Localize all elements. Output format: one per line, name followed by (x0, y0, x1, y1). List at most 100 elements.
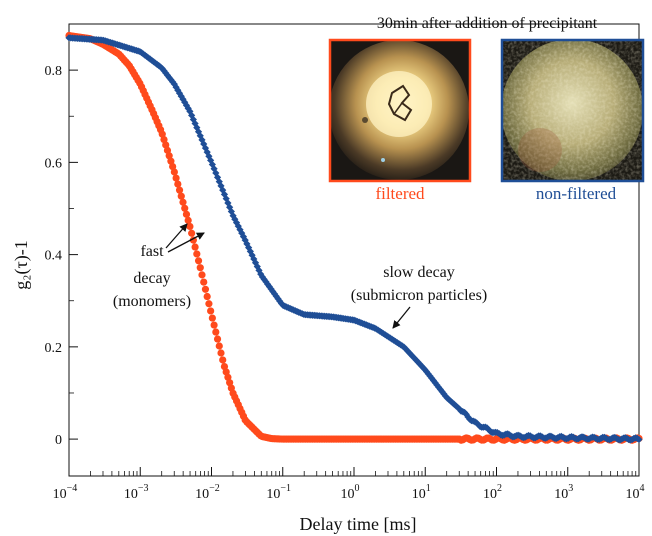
x-tick-label: 104 (626, 483, 645, 502)
nonfiltered-data-point (251, 259, 260, 267)
nonfiltered-data-point (424, 370, 432, 378)
fast-decay-line-1: fast (140, 243, 164, 260)
filtered-data-point (215, 342, 223, 350)
nonfiltered-data-point (264, 280, 272, 288)
filtered-data-point (172, 174, 180, 182)
nonfiltered-data-point (257, 270, 265, 278)
y-tick-label: 0 (55, 433, 62, 448)
nonfiltered-data-point (422, 367, 431, 376)
slow-decay-line-1: slow decay (383, 264, 455, 281)
x-tick-label: 102 (483, 483, 502, 502)
filtered-data-point (179, 198, 187, 206)
filtered-data-point (210, 321, 218, 329)
inset-title: 30min after addition of precipitant (377, 15, 598, 32)
slow-decay-line-2: (submicron particles) (351, 287, 487, 304)
x-tick-label: 103 (554, 483, 573, 502)
filtered-data-point (198, 271, 206, 279)
filtered-data-point (219, 356, 227, 364)
filtered-data-point (182, 210, 191, 218)
nonfiltered-data-point (158, 64, 166, 73)
fast-decay-line-2: decay (133, 270, 170, 287)
y-tick-label: 0.2 (45, 341, 63, 356)
inset-micrographs: 30min after addition of precipitant filt… (328, 15, 645, 203)
filtered-data-point (174, 180, 182, 188)
filtered-data-point (188, 229, 196, 237)
nonfiltered-data-point (179, 95, 187, 103)
x-tick-label: 101 (412, 483, 431, 502)
nonfiltered-data-point (433, 381, 441, 389)
nonfiltered-frame (500, 38, 645, 183)
nonfiltered-data-point (270, 290, 279, 298)
x-tick-label: 10−2 (195, 483, 220, 502)
nonfiltered-data-point (272, 292, 280, 300)
x-axis: 10−4 10−3 10−2 10−1 100 101 102 103 104 (53, 467, 645, 502)
filtered-data-point (200, 278, 208, 286)
filtered-data-point (163, 146, 172, 154)
x-axis-title: Delay time [ms] (300, 514, 417, 534)
x-tick-label: 10−1 (266, 483, 291, 502)
filtered-data-point (158, 130, 166, 138)
filtered-data-point (217, 349, 225, 357)
nonfiltered-data-point (265, 283, 273, 291)
filtered-data-point (167, 157, 175, 165)
nonfiltered-data-point (429, 376, 438, 385)
filtered-data-point (160, 135, 168, 144)
filtered-data-point (205, 300, 213, 308)
series-filtered (65, 31, 643, 444)
filtered-data-point (169, 162, 177, 171)
series-layer (65, 31, 643, 444)
slow-decay-arrow (392, 306, 411, 329)
nonfiltered-micrograph (500, 38, 645, 183)
filtered-data-point (193, 250, 201, 258)
nonfiltered-data-point (441, 392, 450, 400)
nonfiltered-data-point (160, 67, 168, 75)
nonfiltered-data-point (435, 383, 443, 391)
filtered-data-point (201, 285, 210, 293)
fast-decay-arrow-nonfiltered (167, 232, 205, 253)
filtered-data-point (212, 328, 220, 336)
filtered-data-point (213, 335, 222, 343)
nonfiltered-caption: non-filtered (536, 184, 617, 203)
svg-text:(monomers): (monomers) (113, 293, 191, 310)
series-non-filtered (65, 34, 643, 444)
nonfiltered-data-point (267, 285, 275, 293)
y-tick-label: 0.6 (45, 156, 63, 171)
nonfiltered-data-point (438, 388, 446, 396)
fast-decay-arrow-filtered (165, 223, 188, 249)
filtered-data-point (165, 152, 173, 160)
nonfiltered-data-point (635, 435, 643, 444)
x-tick-label: 100 (341, 483, 360, 502)
nonfiltered-data-point (253, 262, 261, 271)
nonfiltered-data-point (167, 76, 175, 84)
nonfiltered-data-point (186, 107, 194, 115)
filtered-data-point (196, 264, 204, 272)
filtered-data-point (170, 168, 178, 176)
y-tick-label: 0.4 (45, 249, 63, 264)
nonfiltered-data-point (163, 71, 172, 79)
slow-decay-annotation: slow decay (submicron particles) (351, 264, 487, 329)
filtered-data-point (203, 292, 211, 301)
nonfiltered-data-point (262, 278, 270, 286)
nonfiltered-data-point (460, 408, 469, 417)
nonfiltered-data-point (258, 273, 267, 281)
filtered-caption: filtered (375, 184, 425, 203)
fast-decay-line-3: (monomers) (113, 293, 191, 310)
nonfiltered-data-point (276, 297, 284, 305)
y-axis: 0 0.2 0.4 0.6 0.8 (45, 23, 78, 448)
nonfiltered-data-point (455, 405, 463, 413)
filtered-data-point (186, 222, 194, 231)
filtered-data-point (181, 204, 189, 212)
x-tick-label: 10−4 (53, 483, 78, 502)
svg-text:fast: fast (140, 243, 164, 260)
x-tick-label: 10−3 (124, 483, 149, 502)
filtered-data-point (194, 257, 203, 265)
filtered-data-point (207, 307, 215, 315)
filtered-data-point (208, 314, 216, 322)
y-tick-label: 0.8 (45, 64, 63, 79)
filtered-data-point (191, 243, 199, 251)
svg-text:decay: decay (133, 270, 170, 287)
filtered-frame (328, 38, 472, 183)
y-axis-title: g₂(τ)-1 (11, 240, 32, 290)
filtered-data-point (184, 216, 192, 224)
